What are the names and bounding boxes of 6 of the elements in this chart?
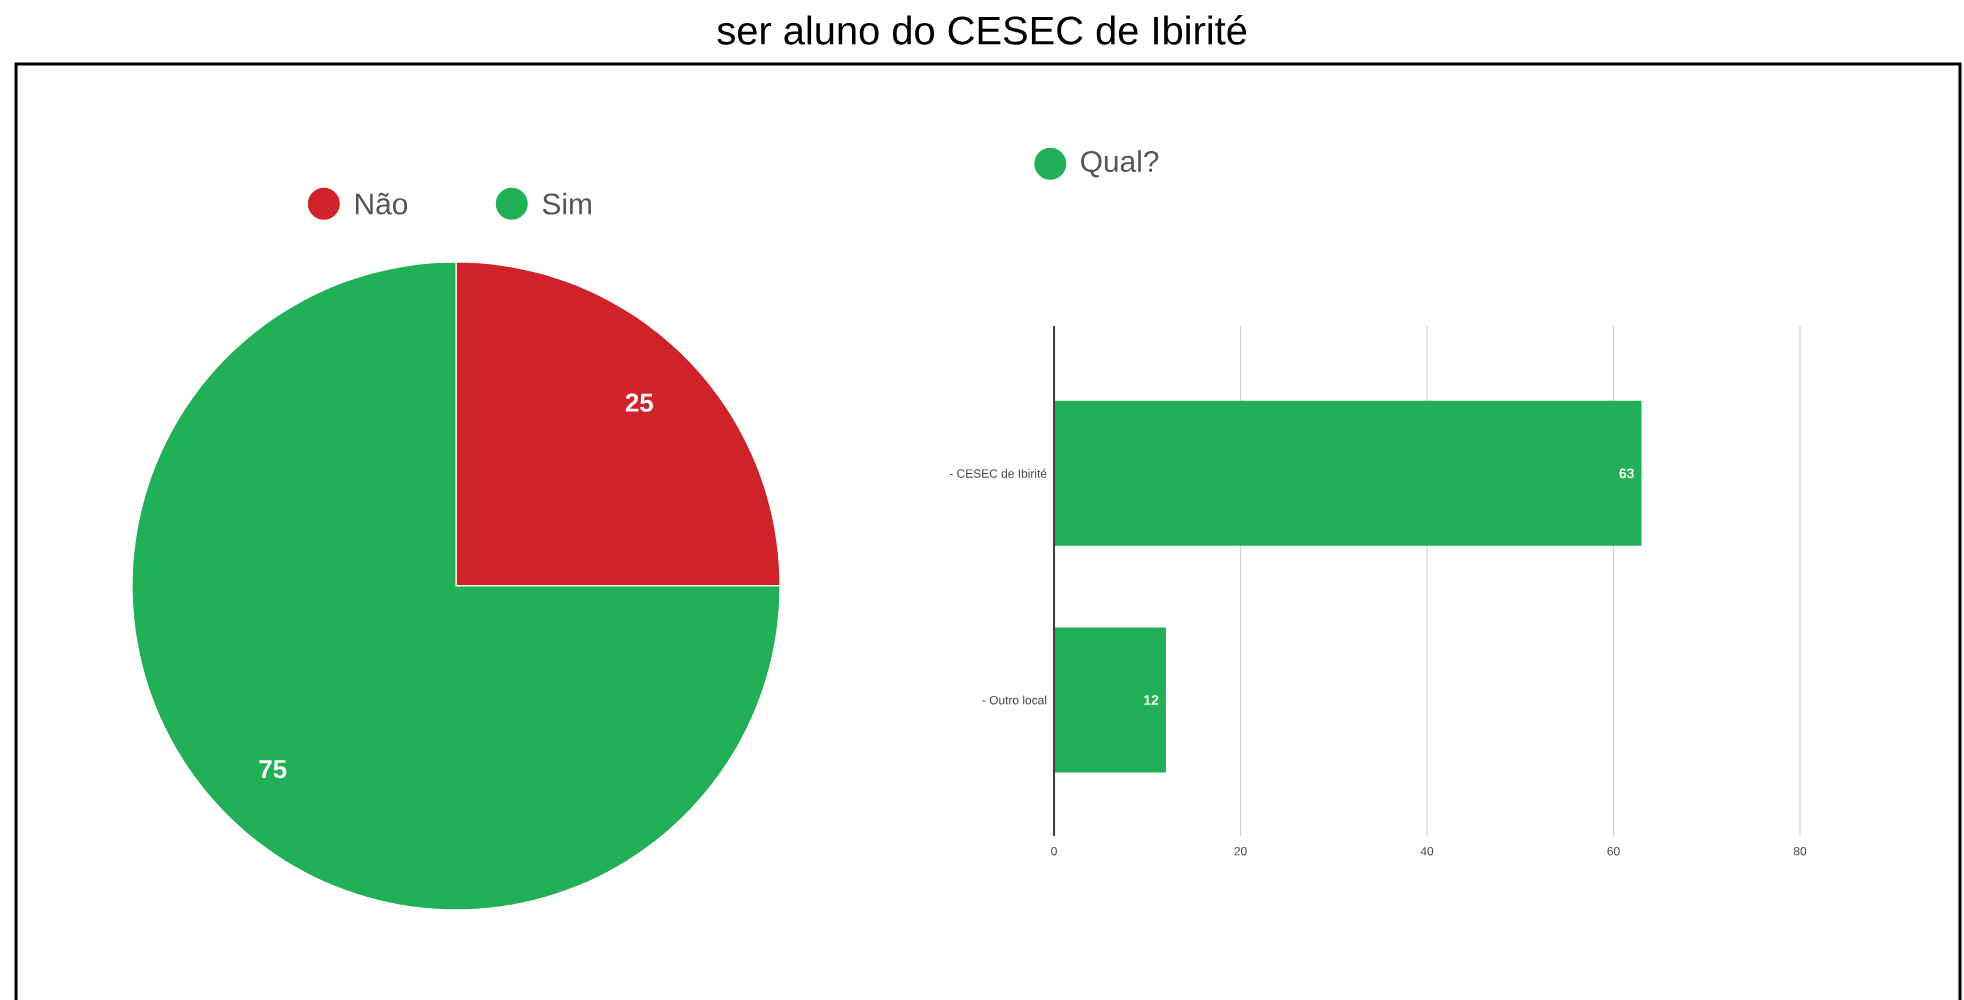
text: ser aluno do CESEC de Ibirité xyxy=(717,14,1247,45)
data-label: 25 xyxy=(625,393,653,412)
data-label: 75 xyxy=(259,760,287,779)
legend-label: Sim xyxy=(542,192,591,215)
legend-label: Não xyxy=(355,192,408,215)
legend-label: Qual? xyxy=(1081,150,1159,178)
